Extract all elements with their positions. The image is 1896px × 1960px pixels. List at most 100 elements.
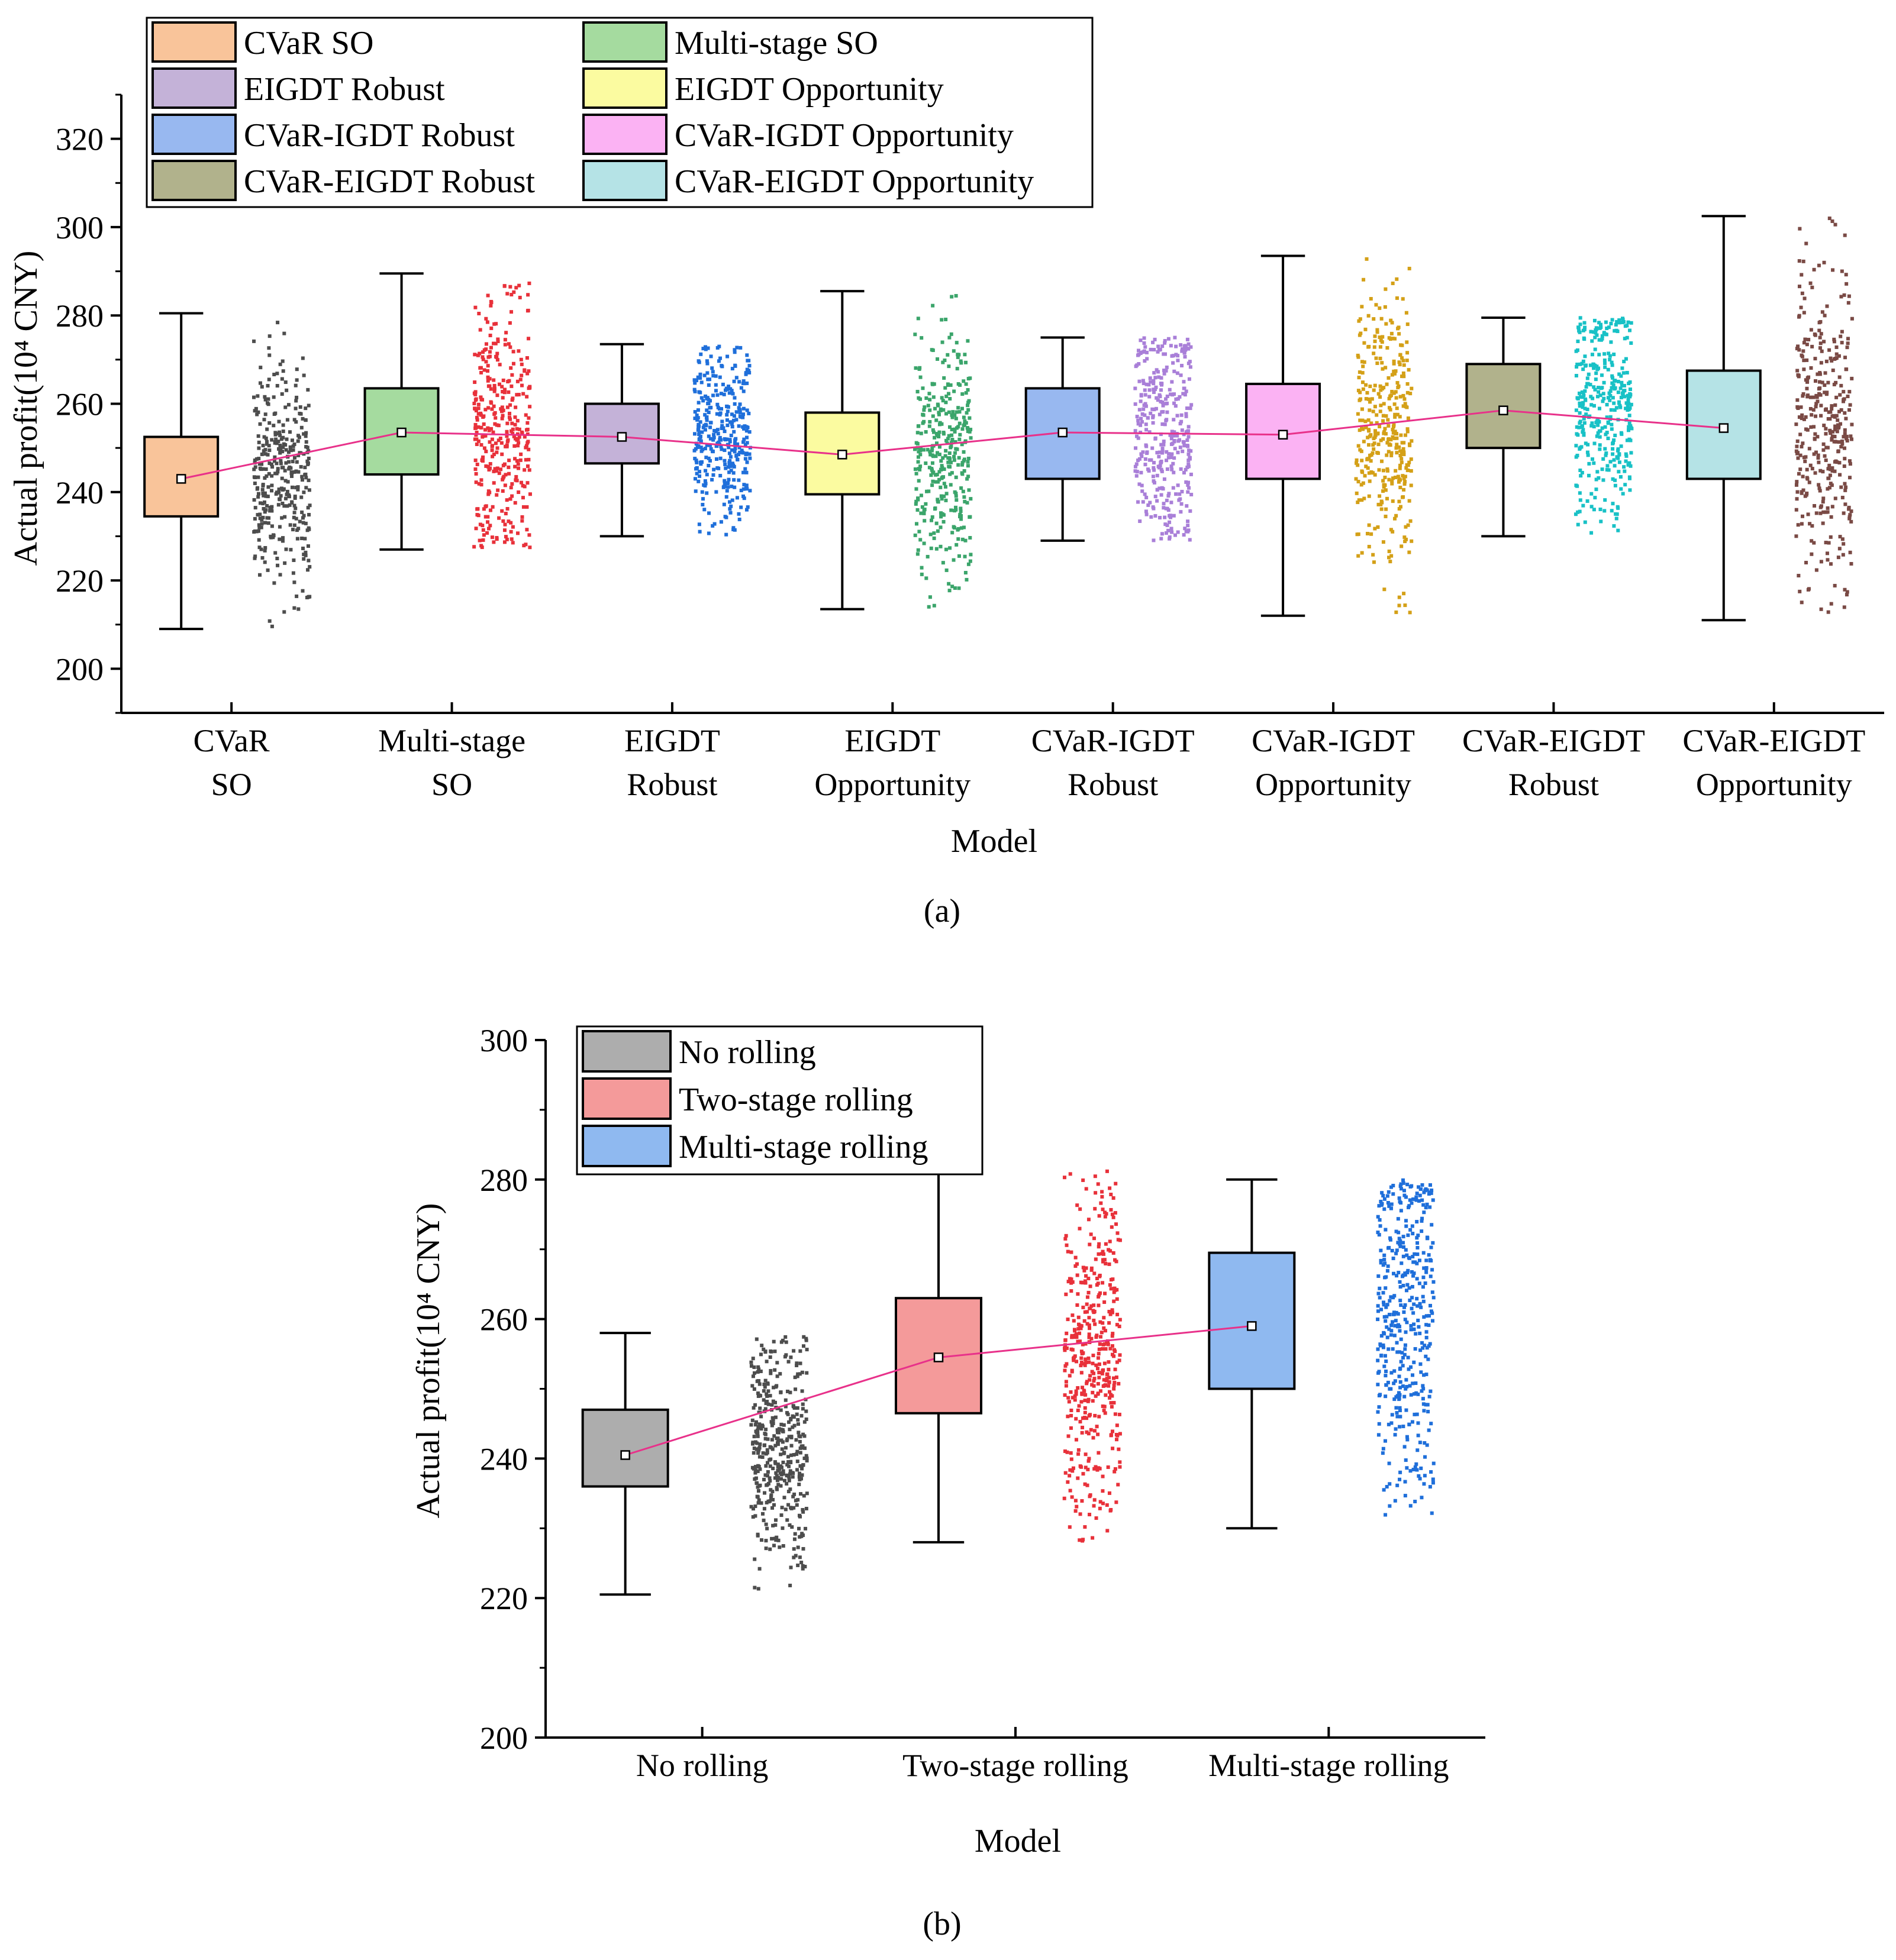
scatter-point [1084,1266,1088,1270]
scatter-point [1101,1368,1105,1373]
scatter-point [1188,360,1192,364]
scatter-point [490,407,494,411]
scatter-point [1088,1326,1092,1331]
scatter-point [1840,439,1845,443]
scatter-point [495,469,499,473]
scatter-point [1583,520,1587,524]
scatter-point [1376,502,1381,506]
scatter-point [264,508,268,512]
scatter-point [1367,544,1371,548]
scatter-point [479,366,483,370]
scatter-point [1400,374,1404,379]
scatter-point [1591,457,1595,461]
scatter-point [511,431,515,435]
scatter-point [1143,492,1147,496]
scatter-point [1133,469,1137,473]
scatter-point [1627,475,1631,479]
scatter-point [510,494,514,498]
scatter-point [1382,402,1386,406]
scatter-point [1429,1258,1433,1262]
scatter-point [1608,357,1612,361]
scatter-point [700,430,704,434]
scatter-point [709,421,713,425]
scatter-point [1365,390,1369,395]
scatter-point [1798,432,1803,437]
scatter-point [756,1370,760,1374]
scatter-point [746,359,750,363]
scatter-point [785,1462,789,1467]
scatter-point [516,462,520,466]
scatter-point [964,382,968,386]
scatter-point [1360,551,1364,555]
scatter-point [484,360,488,364]
scatter-point [1170,530,1174,534]
scatter-point [798,1372,802,1376]
scatter-point [262,449,266,453]
scatter-point [757,1446,762,1450]
scatter-point [1575,453,1579,457]
scatter-point [924,502,928,506]
scatter-point [941,408,946,412]
scatter-point [1599,386,1603,390]
scatter-point [1395,1248,1399,1252]
scatter-point [1065,1450,1069,1454]
scatter-point [1062,1496,1066,1500]
scatter-point [798,1492,802,1496]
scatter-point [1109,1401,1113,1405]
scatter-point [1821,496,1826,501]
scatter-point [1144,350,1149,354]
scatter-point [1394,469,1398,473]
scatter-point [1604,432,1608,437]
scatter-point [525,481,530,485]
scatter-point [1075,1262,1079,1266]
scatter-point [1429,1245,1433,1249]
scatter-point [1356,444,1360,448]
scatter-point [1612,524,1616,528]
scatter-point [1628,388,1632,392]
scatter-point [1092,1318,1096,1322]
scatter-point [1162,506,1166,510]
scatter-point [787,1478,791,1483]
legend-label: CVaR SO [244,25,373,62]
scatter-point [486,293,490,298]
scatter-point [1578,362,1582,366]
scatter-point [517,490,521,494]
scatter-0 [251,321,312,628]
scatter-point [1596,423,1600,427]
scatter-point [949,444,953,448]
scatter-point [745,441,749,445]
scatter-point [1824,458,1828,462]
scatter-point [1629,424,1633,428]
scatter-point [306,462,310,466]
scatter-point [768,1464,772,1468]
scatter-point [781,1429,785,1433]
scatter-point [1376,1291,1381,1296]
scatter-point [273,455,277,459]
mean-line [180,409,1724,480]
scatter-point [1136,418,1140,422]
scatter-point [786,1474,791,1478]
scatter-point [730,485,734,489]
scatter-point [774,1471,778,1475]
scatter-point [1186,529,1190,534]
scatter-point [1184,467,1188,472]
scatter-point [499,409,504,414]
scatter-point [732,414,736,418]
scatter-point [1068,1488,1072,1493]
scatter-point [283,469,287,473]
scatter-point [718,375,722,379]
scatter-point [733,447,737,451]
scatter-point [950,438,955,443]
scatter-point [499,467,503,472]
scatter-point [763,1491,767,1495]
scatter-point [719,438,723,442]
scatter-point [1366,418,1371,422]
scatter-point [1821,442,1826,446]
scatter-point [1097,1242,1101,1246]
scatter-point [956,382,960,386]
scatter-point [1604,453,1608,457]
scatter-point [1383,427,1387,431]
scatter-point [1175,414,1179,418]
scatter-point [1618,386,1623,390]
scatter-point [265,503,269,508]
